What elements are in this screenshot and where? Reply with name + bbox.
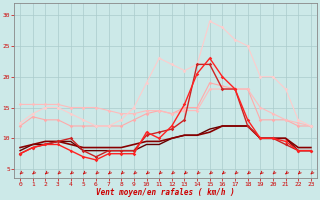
X-axis label: Vent moyen/en rafales ( km/h ): Vent moyen/en rafales ( km/h )	[96, 188, 235, 197]
